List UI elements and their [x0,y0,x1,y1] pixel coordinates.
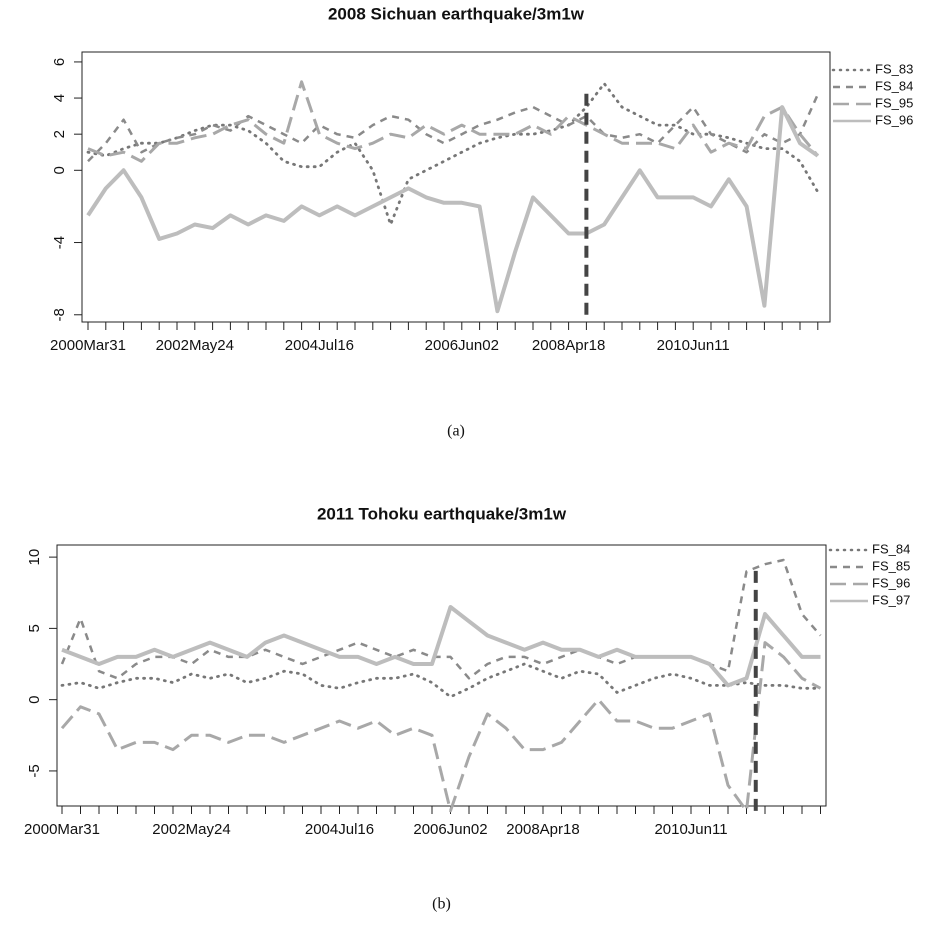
x-tick-label: 2008Apr18 [532,337,605,354]
y-tick-label: 0 [26,695,43,703]
legend-label: FS_85 [872,558,910,573]
series-line [60,662,822,699]
plot-frame [56,544,827,807]
y-tick-label: 4 [51,94,68,102]
plot-frame [81,51,831,323]
y-tick-label: -5 [26,764,43,777]
x-tick-label: 2006Jun02 [413,821,487,838]
x-tick-label: 2002May24 [152,821,230,838]
series-line [86,82,820,226]
legend-label: FS_84 [875,78,913,93]
series-line [87,80,819,163]
series-line [87,93,819,163]
chart-title: 2011 Tohoku earthquake/3m1w [317,504,567,523]
y-tick-label: 6 [51,58,68,66]
x-tick-label: 2008Apr18 [506,821,579,838]
legend-label: FS_97 [872,592,910,607]
y-tick-label: 10 [26,549,43,566]
series-line [61,605,821,688]
x-tick-label: 2000Mar31 [24,821,100,838]
legend-label: FS_95 [875,95,913,110]
legend-label: FS_83 [875,61,913,76]
series-line [60,641,822,813]
chart-title: 2008 Sichuan earthquake/3m1w [328,4,585,23]
x-tick-label: 2004Jul16 [305,821,374,838]
y-tick-label: 0 [51,166,68,174]
x-tick-label: 2006Jun02 [425,337,499,354]
y-tick-label: 5 [26,624,43,632]
x-tick-label: 2002May24 [156,337,234,354]
legend-label: FS_96 [872,575,910,590]
legend-label: FS_96 [875,112,913,127]
x-tick-label: 2004Jul16 [285,337,354,354]
y-tick-label: 2 [51,130,68,138]
x-tick-label: 2000Mar31 [50,337,126,354]
y-tick-label: -8 [51,308,68,321]
x-tick-label: 2010Jun11 [657,337,730,354]
legend-label: FS_84 [872,541,910,556]
series-line [60,558,822,680]
x-tick-label: 2010Jun11 [654,821,727,838]
series-line [86,105,819,314]
y-tick-label: -4 [51,236,68,249]
caption: (b) [432,896,451,913]
caption: (a) [447,423,465,440]
